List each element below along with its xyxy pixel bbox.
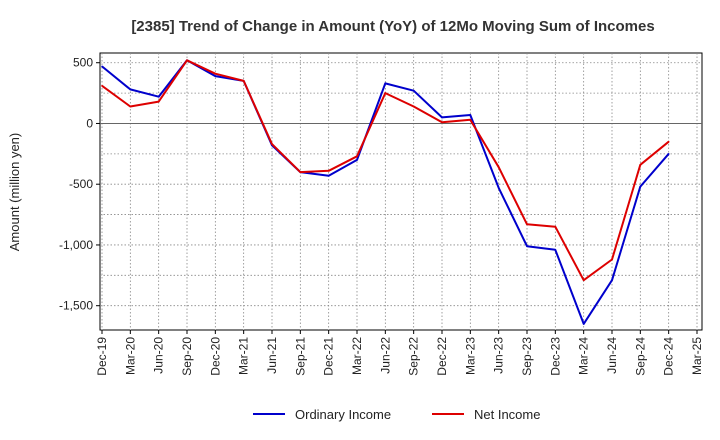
data-point [129,88,132,91]
x-tick-label: Jun-24 [605,337,619,374]
data-point [582,279,585,281]
data-point [101,85,103,87]
gridlines [100,53,702,330]
x-tick-label: Sep-21 [293,337,307,376]
data-point [271,143,273,145]
x-tick-label: Sep-20 [180,337,194,376]
data-point [186,59,188,62]
x-axis-ticks: Dec-19 Mar-20 Jun-20 Sep-20 Dec-20 Mar-21 Jun-… [95,330,704,376]
x-tick-label: Mar-23 [463,337,477,375]
data-point [384,92,387,94]
x-tick-label: Mar-24 [577,337,591,375]
x-tick-label: Dec-23 [548,337,562,376]
data-point [667,153,670,155]
y-tick-label: -500 [69,177,93,191]
data-point [214,75,217,77]
data-point [441,116,443,119]
data-point [214,72,217,75]
y-tick-label: 0 [86,116,93,130]
data-point [157,100,160,103]
x-tick-label: Mar-20 [123,337,137,375]
y-tick-label: -1,000 [59,238,93,252]
data-point [554,225,557,228]
data-point [611,279,613,281]
data-point [639,163,642,166]
x-tick-label: Dec-20 [208,337,222,376]
y-tick-label: 500 [73,56,93,70]
data-point [356,159,358,161]
data-point [611,258,613,261]
data-point [667,140,670,143]
x-tick-label: Dec-22 [435,337,449,376]
data-point [327,174,330,177]
series-lines [101,59,670,325]
data-point [554,249,557,251]
x-tick-label: Sep-23 [520,337,534,376]
y-axis-label: Amount (million yen) [7,133,22,252]
data-point [639,185,642,188]
x-tick-label: Mar-22 [350,337,364,375]
legend-label: Net Income [474,407,540,422]
x-tick-label: Jun-22 [378,337,392,374]
x-tick-label: Jun-20 [152,337,166,374]
x-tick-label: Sep-22 [407,337,421,376]
data-point [441,121,443,124]
legend-label: Ordinary Income [295,407,391,422]
data-point [356,155,358,158]
data-point [412,89,415,92]
x-tick-label: Dec-19 [95,337,109,376]
x-tick-label: Jun-23 [492,337,506,374]
x-tick-label: Mar-25 [690,337,704,375]
y-axis-ticks: 500 0 -500 -1,000 -1,500 [59,56,100,313]
x-tick-label: Dec-21 [322,337,336,376]
data-point [299,171,302,173]
data-point [526,245,528,247]
data-point [526,223,528,226]
x-tick-label: Dec-24 [662,337,676,376]
legend: Ordinary Income Net Income [253,407,540,422]
plot-area [99,52,703,331]
data-point [497,166,500,169]
data-point [469,114,472,116]
data-point [497,187,500,189]
chart-title: [2385] Trend of Change in Amount (YoY) o… [131,18,654,35]
data-point [384,82,387,85]
data-point [157,95,160,98]
data-point [242,80,245,82]
data-point [469,119,472,121]
data-point [327,170,330,172]
y-tick-label: -1,500 [59,299,93,313]
data-point [101,65,103,68]
x-tick-label: Sep-24 [633,337,647,376]
data-point [412,105,415,108]
x-tick-label: Mar-21 [237,337,251,375]
data-point [582,323,585,325]
x-tick-label: Jun-21 [265,337,279,374]
data-point [129,105,132,108]
